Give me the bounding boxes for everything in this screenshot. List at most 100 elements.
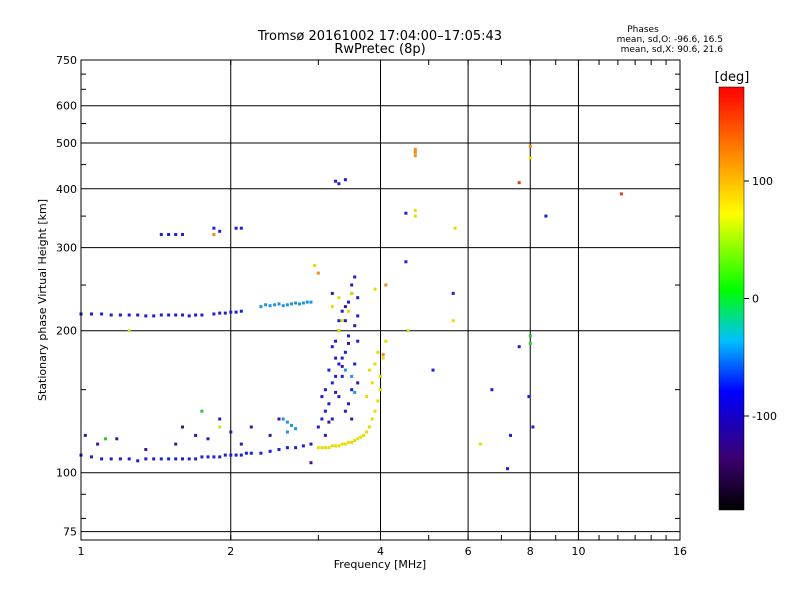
data-point [509, 433, 512, 437]
data-point [181, 425, 184, 429]
data-point [343, 319, 347, 323]
data-point [376, 350, 380, 354]
data-point [334, 179, 338, 183]
data-point [200, 313, 204, 317]
data-point [109, 457, 113, 461]
chart-title-line1: Tromsø 20161002 17:04:00–17:05:43 [257, 29, 502, 44]
data-point [343, 305, 347, 309]
data-point [413, 208, 417, 212]
data-point [343, 368, 347, 372]
data-point [212, 226, 216, 230]
data-point [100, 312, 104, 316]
data-point [309, 300, 313, 304]
x-tick-label: 10 [571, 545, 585, 558]
data-point [239, 453, 243, 457]
data-point [404, 211, 408, 215]
x-axis-label: Frequency [MHz] [334, 558, 426, 571]
data-point [381, 353, 385, 357]
data-point [290, 423, 293, 427]
data-point [327, 446, 331, 450]
data-point [194, 433, 198, 437]
data-point [174, 442, 178, 446]
data-point [127, 457, 131, 461]
data-point [413, 214, 417, 218]
data-point [404, 260, 408, 264]
data-point [100, 457, 104, 461]
data-point [413, 150, 417, 154]
data-point [340, 356, 344, 360]
data-point [281, 417, 285, 421]
data-point [353, 439, 357, 443]
data-point [343, 178, 347, 182]
data-point [174, 457, 178, 461]
data-point [83, 433, 87, 437]
data-point [327, 402, 331, 406]
data-point [350, 440, 354, 444]
data-point [365, 395, 369, 399]
data-point [323, 433, 327, 437]
data-point [285, 430, 289, 434]
x-tick-label: 8 [527, 545, 534, 558]
data-point [285, 303, 289, 307]
data-point [277, 302, 281, 306]
data-point [340, 309, 344, 313]
data-point [350, 374, 354, 378]
data-point [206, 455, 210, 459]
data-point [379, 374, 382, 378]
data-point [406, 329, 410, 333]
data-point [218, 417, 222, 421]
data-point [212, 455, 216, 459]
data-point [453, 226, 457, 230]
data-point [373, 362, 377, 366]
data-point [340, 364, 344, 368]
data-point [528, 144, 532, 148]
data-point [218, 311, 222, 315]
data-point [347, 402, 350, 406]
data-point [350, 417, 354, 421]
data-point [353, 324, 357, 328]
data-point [334, 374, 338, 378]
data-point [367, 425, 371, 429]
data-point [144, 457, 148, 461]
y-tick-label: 750 [56, 54, 77, 67]
data-point [234, 226, 238, 230]
data-point [323, 446, 327, 450]
data-point [159, 457, 163, 461]
data-point [218, 229, 222, 233]
data-point [244, 451, 248, 455]
data-point [340, 374, 344, 378]
y-tick-label: 100 [56, 467, 77, 480]
data-point [343, 442, 347, 446]
data-point [90, 312, 93, 316]
data-point [281, 304, 285, 308]
x-tick-label: 1 [78, 545, 85, 558]
data-point [330, 444, 334, 448]
data-point [298, 302, 301, 306]
colorbar-tick-label: -100 [752, 410, 777, 423]
data-point [200, 409, 204, 413]
y-tick-label: 200 [56, 325, 77, 338]
data-point [356, 339, 360, 343]
data-point [223, 453, 227, 457]
data-point [90, 455, 93, 459]
data-point [506, 467, 509, 471]
data-point [343, 350, 347, 354]
data-point [268, 304, 272, 308]
data-point [337, 182, 341, 186]
data-point [359, 435, 363, 439]
data-point [159, 233, 163, 236]
data-point [223, 311, 227, 315]
data-point [277, 417, 281, 421]
data-point [249, 425, 253, 429]
data-point [373, 287, 377, 291]
data-point [337, 362, 341, 366]
data-point [347, 341, 350, 345]
data-point [305, 300, 309, 304]
data-point [194, 457, 198, 461]
data-point [320, 395, 324, 399]
data-point [174, 313, 178, 317]
axes: 1 2 4 6 8 10 16 75 100 200 300 400 500 600 750 [56, 54, 687, 558]
data-point [206, 437, 210, 441]
data-point [334, 339, 338, 343]
